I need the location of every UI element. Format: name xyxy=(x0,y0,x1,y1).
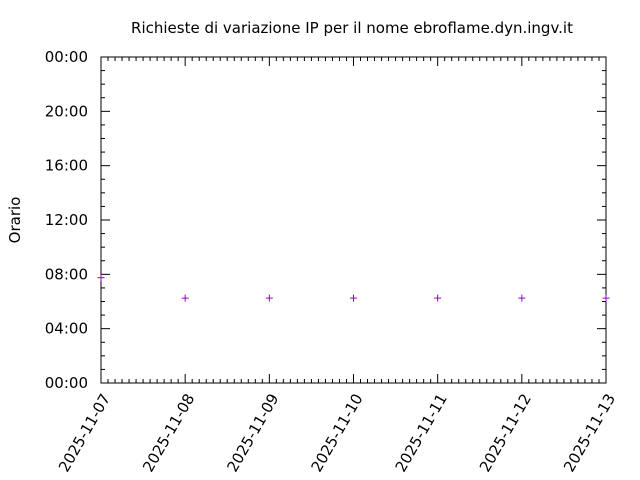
x-tick-labels: 2025-11-07 2025-11-08 2025-11-09 2025-11-10… xyxy=(55,391,619,476)
y-tick-label: 00:00 xyxy=(45,374,88,392)
y-tick-label: 08:00 xyxy=(45,265,88,283)
data-point xyxy=(181,294,189,302)
y-axis-label: Orario xyxy=(6,197,24,244)
y-tick-labels: 00:00 04:00 08:00 12:00 16:00 20:00 00:00 xyxy=(45,48,88,392)
data-point xyxy=(350,294,357,302)
data-point xyxy=(97,274,105,282)
x-tick-label: 2025-11-08 xyxy=(139,391,198,476)
chart-title: Richieste di variazione IP per il nome e… xyxy=(131,19,573,37)
data-point xyxy=(434,294,442,302)
y-tick-label: 12:00 xyxy=(45,211,88,229)
x-tick-label: 2025-11-12 xyxy=(476,391,535,476)
y-tick-label: 16:00 xyxy=(45,157,88,175)
x-tick-label: 2025-11-13 xyxy=(560,391,619,476)
data-point xyxy=(602,294,610,302)
y-tick-label: 04:00 xyxy=(45,320,88,338)
axis-ticks xyxy=(100,56,607,384)
x-tick-label: 2025-11-07 xyxy=(55,391,114,476)
data-point xyxy=(518,294,526,302)
x-tick-label: 2025-11-11 xyxy=(392,391,451,476)
y-tick-label: 20:00 xyxy=(45,102,88,120)
plot-frame xyxy=(100,56,607,384)
data-points xyxy=(97,274,610,302)
x-tick-label: 2025-11-10 xyxy=(307,391,366,476)
data-point xyxy=(265,294,273,302)
x-tick-label: 2025-11-09 xyxy=(223,391,282,476)
y-tick-label: 00:00 xyxy=(45,48,88,66)
